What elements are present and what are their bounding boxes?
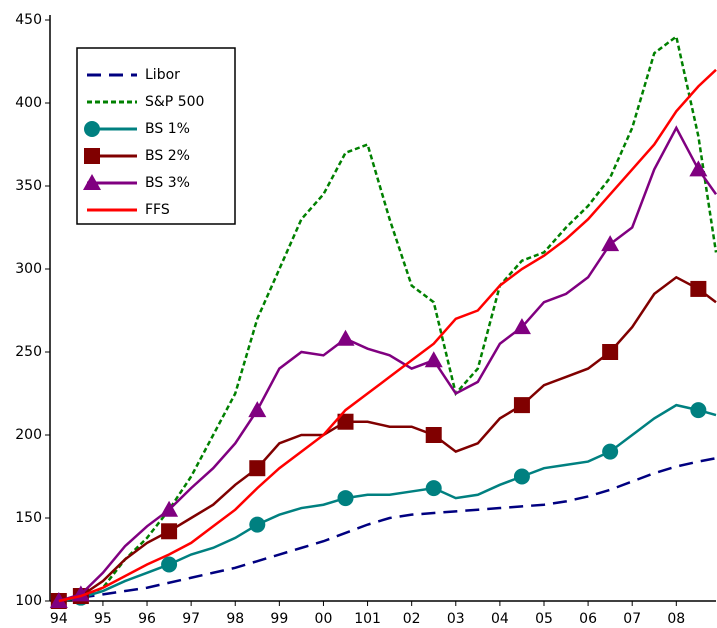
legend-box xyxy=(76,47,236,225)
legend-label: FFS xyxy=(145,202,170,218)
marker xyxy=(425,480,442,497)
x-tick-label: 96 xyxy=(138,611,156,627)
x-tick-label: 97 xyxy=(182,611,200,627)
marker xyxy=(249,460,266,477)
y-tick-label: 200 xyxy=(15,427,42,443)
marker xyxy=(249,516,266,533)
marker xyxy=(248,401,267,418)
marker xyxy=(513,397,530,414)
y-tick-label: 150 xyxy=(15,510,42,526)
marker xyxy=(425,427,442,443)
legend-label: Libor xyxy=(145,67,180,83)
x-tick-label: 94 xyxy=(50,611,68,627)
marker xyxy=(602,443,619,460)
marker xyxy=(690,280,707,297)
y-tick-label: 450 xyxy=(15,12,42,28)
series-line xyxy=(58,275,717,603)
legend-marker xyxy=(83,174,101,190)
legend-label: S&P 500 xyxy=(145,94,204,110)
marker xyxy=(160,500,179,517)
y-tick-label: 300 xyxy=(15,261,42,277)
y-tick-label: 350 xyxy=(15,178,42,194)
x-tick-label: 99 xyxy=(270,611,288,627)
series-line xyxy=(58,457,717,603)
x-tick-label: 03 xyxy=(447,611,465,627)
marker xyxy=(424,351,443,368)
x-tick-label: 00 xyxy=(315,611,333,627)
x-tick-label: 02 xyxy=(403,611,421,627)
x-tick-label: 98 xyxy=(226,611,244,627)
series-line xyxy=(58,403,717,603)
marker xyxy=(601,235,620,252)
marker xyxy=(337,490,354,507)
x-tick-label: 08 xyxy=(667,611,685,627)
series-line xyxy=(58,68,717,603)
marker xyxy=(690,402,707,419)
marker xyxy=(161,523,178,540)
legend-label: BS 2% xyxy=(145,148,190,164)
y-tick-label: 400 xyxy=(15,95,42,111)
x-tick-label: 07 xyxy=(623,611,641,627)
y-tick-label: 250 xyxy=(15,344,42,360)
marker xyxy=(513,468,530,485)
marker xyxy=(161,556,178,573)
legend-label: BS 1% xyxy=(145,121,190,137)
legend-marker xyxy=(84,121,100,137)
x-tick-label: 06 xyxy=(579,611,597,627)
x-tick-label: 05 xyxy=(535,611,553,627)
marker xyxy=(336,329,355,346)
legend-label: BS 3% xyxy=(145,175,190,191)
marker xyxy=(337,413,354,430)
marker xyxy=(602,344,619,360)
x-tick-label: 04 xyxy=(491,611,509,627)
marker xyxy=(512,318,531,335)
x-tick-label: 101 xyxy=(354,611,381,627)
legend-marker xyxy=(84,148,100,164)
y-tick-label: 100 xyxy=(15,593,42,609)
x-tick-label: 95 xyxy=(94,611,112,627)
marker xyxy=(689,160,708,177)
